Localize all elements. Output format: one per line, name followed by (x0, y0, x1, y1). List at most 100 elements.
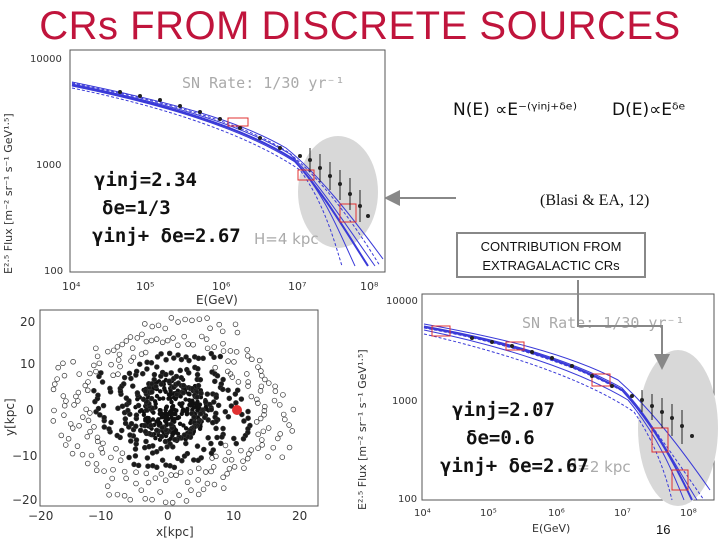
galaxy-star (128, 358, 134, 364)
galaxy-star (158, 433, 165, 440)
galaxy-xtick-1: −20 (28, 509, 53, 523)
galaxy-star (178, 356, 185, 363)
galaxy-star (87, 370, 93, 377)
galaxy-star (204, 315, 210, 321)
galaxy-star (170, 403, 176, 409)
galaxy-star (280, 411, 287, 418)
galaxy-star (169, 399, 174, 405)
galaxy-star (118, 427, 125, 434)
galaxy-star (213, 394, 220, 401)
galaxy-star (176, 415, 181, 420)
galaxy-star (91, 387, 97, 394)
galaxy-star (135, 462, 142, 469)
galaxy-star (87, 428, 93, 435)
galaxy-star (141, 444, 148, 451)
galaxy-star (80, 414, 86, 420)
galaxy-star (224, 471, 230, 477)
galaxy-star (195, 366, 201, 372)
galaxy-star (170, 433, 175, 438)
galaxy-frame (39, 309, 319, 507)
galaxy-star (195, 355, 202, 362)
galaxy-star (88, 452, 95, 459)
galaxy-star (201, 446, 207, 453)
galaxy-star (159, 339, 166, 346)
galaxy-star (211, 354, 217, 361)
galaxy-star (245, 353, 251, 359)
bottom-spectrum-plot: 10000 1000 100 10⁴ 10⁵ 10⁶ 10⁷ 10⁸ E(GeV… (356, 293, 718, 535)
galaxy-star (79, 451, 86, 458)
galaxy-star (225, 414, 232, 420)
galaxy-star (149, 450, 156, 456)
galaxy-xtick-3: 0 (164, 509, 172, 523)
galaxy-star (114, 491, 121, 498)
galaxy-star (163, 418, 169, 423)
bottom-data-points (470, 336, 694, 438)
galaxy-star (183, 426, 189, 431)
galaxy-star (231, 464, 238, 470)
galaxy-star (177, 421, 183, 426)
galaxy-star (190, 341, 196, 348)
galaxy-star (132, 453, 139, 459)
top-sn-rate: SN Rate: 1/30 yr⁻¹ (182, 74, 345, 92)
galaxy-star (210, 464, 217, 470)
galaxy-star (259, 372, 265, 379)
galaxy-star (208, 350, 215, 357)
galaxy-star (275, 435, 281, 442)
galaxy-star (151, 371, 158, 378)
galaxy-star (84, 433, 91, 440)
galaxy-star (262, 403, 268, 410)
galaxy-star (233, 400, 239, 406)
galaxy-star (212, 364, 218, 371)
galaxy-star (143, 338, 150, 345)
galaxy-star (96, 360, 103, 367)
galaxy-star (172, 436, 178, 443)
galaxy-star (270, 444, 277, 451)
galaxy-star (184, 479, 191, 485)
galaxy-xtick-5: 20 (292, 509, 307, 523)
galaxy-star (195, 477, 201, 483)
galaxy-star (162, 477, 169, 483)
galaxy-star (51, 407, 57, 414)
galaxy-star (76, 423, 82, 429)
galaxy-star (150, 417, 156, 422)
galaxy-star (262, 376, 268, 383)
galaxy-star (182, 316, 188, 323)
galaxy-star (186, 391, 192, 396)
galaxy-star (211, 344, 217, 350)
top-xlabel: E(GeV) (196, 293, 238, 306)
galaxy-star (173, 373, 180, 380)
top-xtick-3: 10⁶ (212, 280, 231, 293)
galaxy-star (238, 447, 244, 454)
galaxy-star (183, 354, 189, 360)
galaxy-star (94, 434, 101, 441)
galaxy-star (234, 329, 241, 336)
galaxy-ytick-1: 20 (20, 315, 35, 329)
galaxy-star (130, 383, 136, 389)
galaxy-star (255, 445, 261, 451)
top-ylabel: E²·⁵ Flux [m⁻² sr⁻¹ s⁻¹ GeV¹·⁵] (2, 113, 15, 274)
galaxy-star (198, 390, 204, 396)
galaxy-star (213, 453, 219, 460)
galaxy-star (95, 392, 101, 398)
galaxy-star (176, 492, 182, 498)
galaxy-star (181, 423, 186, 428)
galaxy-star (61, 372, 68, 379)
galaxy-star (94, 353, 101, 360)
galaxy-star (133, 480, 139, 487)
galaxy-star (245, 383, 251, 389)
galaxy-star (271, 397, 278, 404)
galaxy-star (196, 316, 203, 322)
galaxy-star (69, 450, 76, 457)
galaxy-star (144, 366, 150, 372)
galaxy-star (117, 363, 123, 370)
galaxy-star (227, 348, 234, 354)
galaxy-star (148, 360, 155, 366)
galaxy-star (121, 468, 128, 475)
galaxy-star (168, 472, 174, 478)
galaxy-star (91, 362, 97, 369)
galaxy-star (152, 475, 159, 481)
galaxy-star (187, 402, 192, 408)
galaxy-star (203, 336, 210, 342)
galaxy-star (106, 426, 112, 432)
galaxy-star (101, 468, 107, 474)
